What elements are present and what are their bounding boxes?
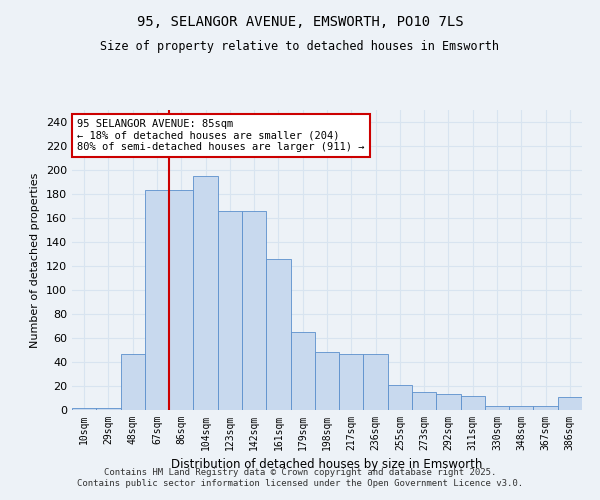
Bar [461,396,485,410]
X-axis label: Distribution of detached houses by size in Emsworth: Distribution of detached houses by size … [172,458,482,471]
Bar [169,190,193,410]
Bar [218,211,242,410]
Bar [533,406,558,410]
Bar [485,406,509,410]
Bar [145,190,169,410]
Text: 95 SELANGOR AVENUE: 85sqm
← 18% of detached houses are smaller (204)
80% of semi: 95 SELANGOR AVENUE: 85sqm ← 18% of detac… [77,119,365,152]
Bar [193,176,218,410]
Text: Size of property relative to detached houses in Emsworth: Size of property relative to detached ho… [101,40,499,53]
Bar [96,408,121,410]
Bar [412,392,436,410]
Text: 95, SELANGOR AVENUE, EMSWORTH, PO10 7LS: 95, SELANGOR AVENUE, EMSWORTH, PO10 7LS [137,15,463,29]
Bar [339,354,364,410]
Bar [121,354,145,410]
Bar [364,354,388,410]
Bar [290,332,315,410]
Text: Contains HM Land Registry data © Crown copyright and database right 2025.
Contai: Contains HM Land Registry data © Crown c… [77,468,523,487]
Bar [388,385,412,410]
Bar [242,211,266,410]
Y-axis label: Number of detached properties: Number of detached properties [31,172,40,348]
Bar [558,397,582,410]
Bar [72,408,96,410]
Bar [436,394,461,410]
Bar [509,406,533,410]
Bar [315,352,339,410]
Bar [266,259,290,410]
